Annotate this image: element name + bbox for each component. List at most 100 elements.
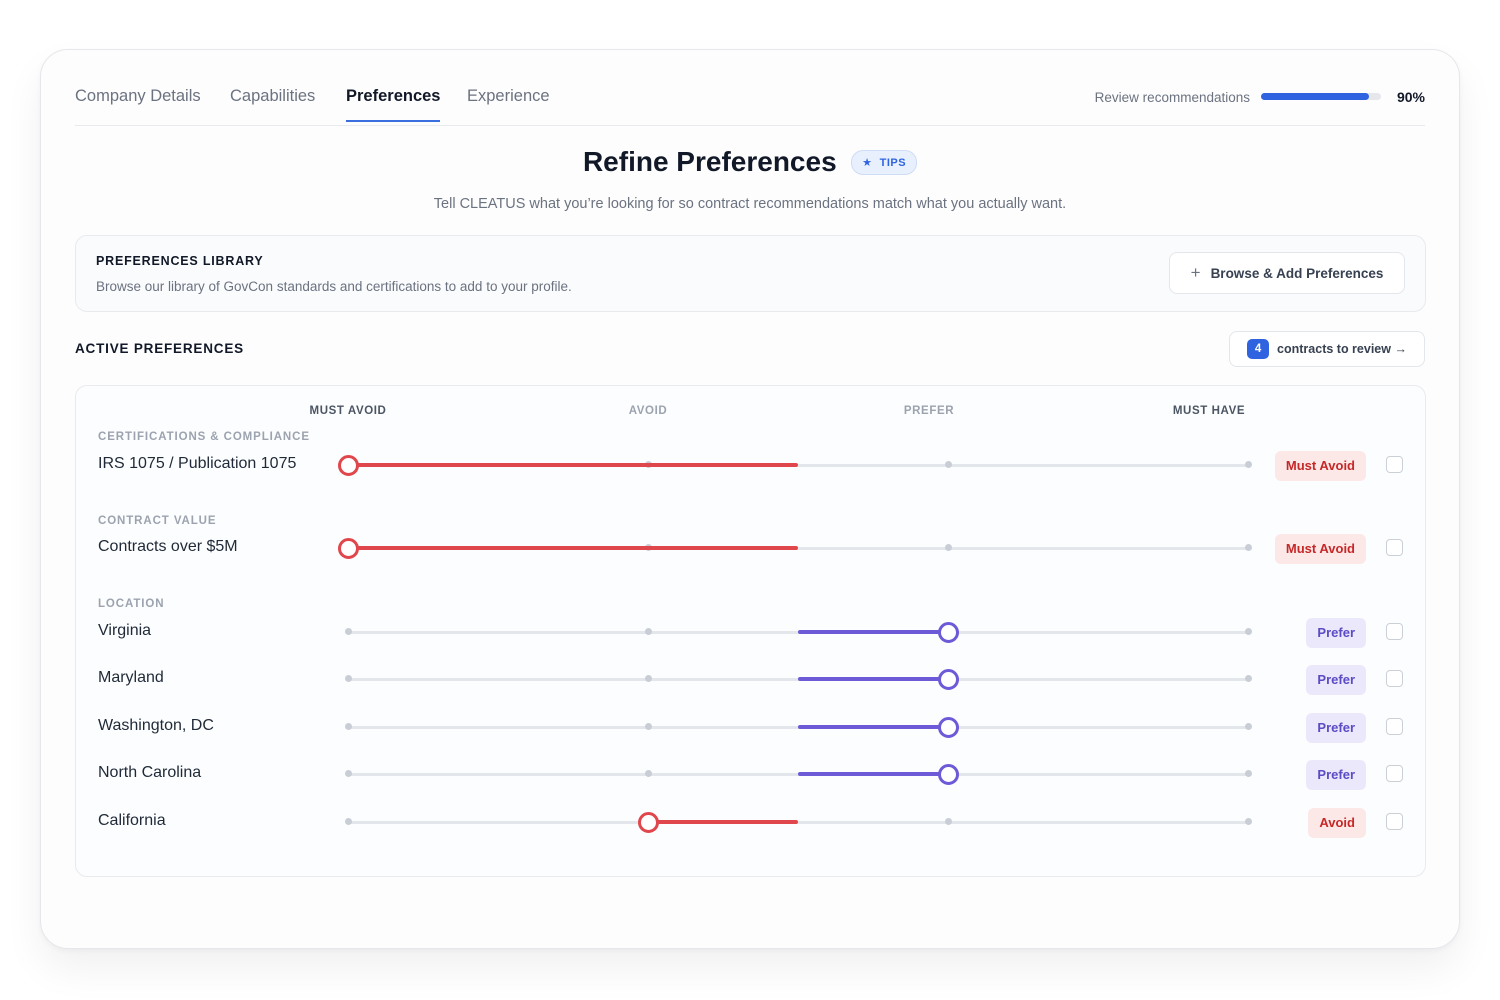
- slider-tick: [1244, 461, 1252, 468]
- slider-fill: [798, 725, 948, 729]
- section-label: CONTRACT VALUE: [98, 515, 217, 527]
- slider-handle[interactable]: [937, 622, 959, 643]
- preference-row: North Carolina Prefer: [76, 759, 1425, 790]
- slider-handle[interactable]: [337, 538, 359, 559]
- slider-handle[interactable]: [937, 764, 959, 785]
- slider-handle[interactable]: [937, 669, 959, 690]
- slider-tick: [644, 770, 652, 777]
- preference-label: IRS 1075 / Publication 1075: [98, 455, 297, 472]
- slider-handle[interactable]: [637, 812, 659, 833]
- row-checkbox[interactable]: [1386, 670, 1403, 687]
- slider-fill: [648, 820, 798, 824]
- slider-tick: [1244, 628, 1252, 635]
- preferences-card: Company Details Capabilities Preferences…: [40, 49, 1460, 949]
- preference-row: Washington, DC Prefer: [76, 712, 1425, 743]
- star-icon: ★: [862, 156, 873, 169]
- tab-experience[interactable]: Experience: [467, 87, 550, 105]
- row-checkbox[interactable]: [1386, 718, 1403, 735]
- progress-value: 90%: [1396, 89, 1425, 105]
- preference-row: IRS 1075 / Publication 1075 Must Avoid: [76, 450, 1425, 481]
- browse-add-preferences-button[interactable]: + Browse & Add Preferences: [1169, 252, 1405, 294]
- slider-tick: [344, 628, 352, 635]
- slider-track: [348, 464, 1248, 467]
- preference-label: Washington, DC: [98, 717, 214, 734]
- slider-tick: [344, 770, 352, 777]
- section-label: CERTIFICATIONS & COMPLIANCE: [98, 431, 310, 443]
- status-badge: Avoid: [1308, 808, 1366, 838]
- preference-label: Virginia: [98, 622, 152, 639]
- preference-slider[interactable]: [76, 807, 1425, 837]
- column-header-must-avoid: MUST AVOID: [309, 405, 387, 417]
- slider-track: [348, 547, 1248, 550]
- slider-tick: [644, 675, 652, 682]
- preference-slider[interactable]: [76, 712, 1425, 742]
- slider-tick: [644, 723, 652, 730]
- library-title: PREFERENCES LIBRARY: [96, 254, 264, 268]
- review-count-badge: 4: [1247, 339, 1270, 359]
- tab-bar: Company Details Capabilities Preferences…: [75, 50, 1425, 126]
- slider-tick: [344, 818, 352, 825]
- contracts-to-review-button[interactable]: 4 contracts to review →: [1229, 331, 1425, 367]
- page-subtitle: Tell CLEATUS what you’re looking for so …: [433, 196, 1067, 212]
- page-title: Refine Preferences: [582, 146, 837, 177]
- slider-fill: [348, 463, 798, 467]
- preferences-library-panel: PREFERENCES LIBRARY Browse our library o…: [75, 235, 1426, 312]
- preference-label: North Carolina: [98, 764, 202, 781]
- tab-capabilities[interactable]: Capabilities: [230, 87, 316, 105]
- column-header-prefer: PREFER: [903, 405, 955, 417]
- page-header: Refine Preferences ★ TIPS: [41, 146, 1459, 186]
- row-checkbox[interactable]: [1386, 456, 1403, 473]
- slider-fill: [798, 677, 948, 681]
- row-checkbox[interactable]: [1386, 765, 1403, 782]
- column-header-must-have: MUST HAVE: [1172, 405, 1246, 417]
- preference-row: Contracts over $5M Must Avoid: [76, 533, 1425, 564]
- status-badge: Must Avoid: [1274, 451, 1366, 481]
- status-badge: Prefer: [1306, 713, 1366, 743]
- slider-fill: [348, 546, 798, 550]
- slider-tick: [944, 544, 952, 551]
- preference-label: California: [98, 812, 166, 829]
- slider-handle[interactable]: [337, 455, 359, 476]
- preference-label: Contracts over $5M: [98, 538, 238, 555]
- slider-tick: [1244, 818, 1252, 825]
- preference-slider[interactable]: [76, 533, 1425, 563]
- slider-tick: [1244, 544, 1252, 551]
- slider-tick: [944, 461, 952, 468]
- slider-fill: [798, 630, 948, 634]
- preference-row: Maryland Prefer: [76, 664, 1425, 695]
- tab-company-details[interactable]: Company Details: [75, 87, 201, 105]
- browse-button-label: Browse & Add Preferences: [1210, 265, 1384, 281]
- tips-button[interactable]: ★ TIPS: [851, 149, 918, 175]
- tips-label: TIPS: [879, 156, 907, 169]
- status-badge: Prefer: [1306, 760, 1366, 790]
- slider-tick: [944, 818, 952, 825]
- preference-slider[interactable]: [76, 664, 1425, 694]
- preference-slider[interactable]: [76, 759, 1425, 789]
- plus-icon: +: [1190, 263, 1201, 282]
- progress-bar: [1261, 93, 1381, 100]
- preference-slider[interactable]: [76, 450, 1425, 480]
- progress-bar-fill: [1261, 93, 1369, 100]
- slider-tick: [1244, 675, 1252, 682]
- status-badge: Prefer: [1306, 618, 1366, 648]
- slider-tick: [1244, 770, 1252, 777]
- tab-preferences[interactable]: Preferences: [346, 87, 441, 122]
- preference-row: California Avoid: [76, 807, 1425, 838]
- slider-track: [348, 821, 1248, 824]
- review-button-label: contracts to review →: [1277, 342, 1407, 356]
- slider-tick: [344, 675, 352, 682]
- preference-label: Maryland: [98, 669, 164, 686]
- row-checkbox[interactable]: [1386, 539, 1403, 556]
- slider-fill: [798, 772, 948, 776]
- progress-label: Review recommendations: [1094, 90, 1250, 105]
- slider-tick: [344, 723, 352, 730]
- library-description: Browse our library of GovCon standards a…: [96, 279, 572, 294]
- slider-tick: [1244, 723, 1252, 730]
- row-checkbox[interactable]: [1386, 813, 1403, 830]
- row-checkbox[interactable]: [1386, 623, 1403, 640]
- status-badge: Prefer: [1306, 665, 1366, 695]
- active-preferences-title: ACTIVE PREFERENCES: [75, 341, 244, 356]
- preferences-table: MUST AVOID AVOID PREFER MUST HAVE CERTIF…: [75, 385, 1426, 877]
- preference-slider[interactable]: [76, 617, 1425, 647]
- slider-handle[interactable]: [937, 717, 959, 738]
